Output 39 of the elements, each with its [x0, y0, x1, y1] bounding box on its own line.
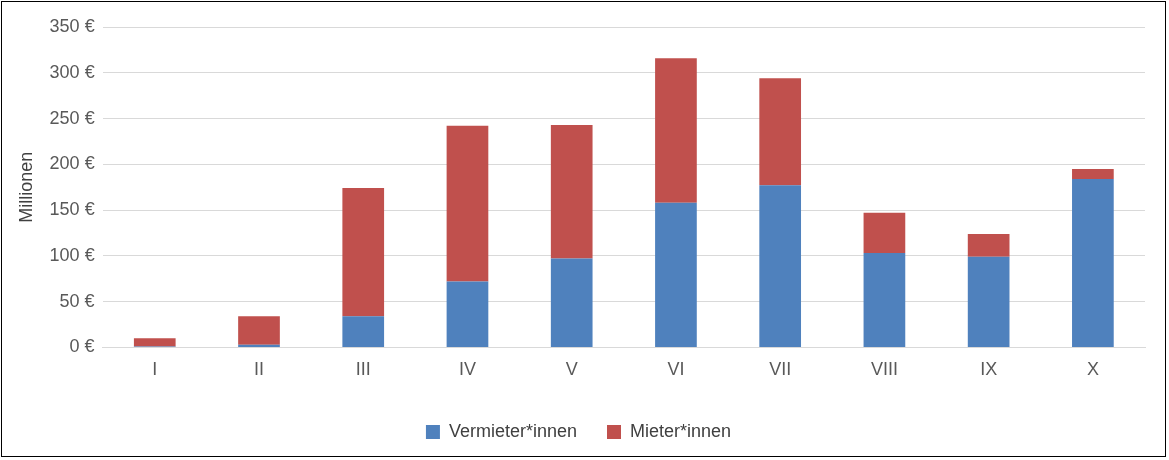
bar — [342, 316, 385, 347]
x-tick-label: II — [253, 359, 265, 380]
x-tick-label: IV — [458, 359, 476, 380]
y-tick-label: 100 € — [49, 244, 95, 265]
x-tick-label: VII — [769, 359, 792, 380]
bar — [238, 316, 280, 345]
legend-label: Mieter*innen — [630, 420, 732, 441]
x-tick-label: V — [565, 359, 578, 380]
bar — [863, 253, 906, 347]
bar — [759, 185, 802, 347]
x-tick-label: X — [1086, 359, 1099, 380]
x-tick-label: VI — [667, 359, 685, 380]
bar — [342, 188, 385, 317]
y-tick-label: 0 € — [69, 336, 95, 357]
y-tick-label: 150 € — [49, 199, 95, 220]
bar — [1072, 178, 1114, 347]
bar — [967, 256, 1010, 347]
y-axis-title: Millionen — [15, 151, 36, 223]
bar — [655, 58, 697, 203]
bar — [133, 338, 176, 347]
x-tick-label: VIII — [870, 359, 898, 380]
y-tick-label: 250 € — [49, 107, 95, 128]
bar — [446, 281, 489, 347]
bar — [655, 202, 697, 347]
y-tick-label: 300 € — [49, 61, 95, 82]
y-tick-label: 50 € — [59, 290, 95, 311]
legend-label: Vermieter*innen — [448, 420, 578, 441]
x-tick-label: I — [152, 359, 158, 380]
y-tick-label: 350 € — [49, 15, 95, 36]
bar — [863, 212, 906, 254]
bar — [550, 258, 593, 347]
bar — [1072, 168, 1114, 179]
x-tick-label: III — [355, 359, 371, 380]
bar — [759, 78, 802, 186]
bar — [967, 233, 1010, 257]
bar — [446, 125, 489, 282]
y-tick-label: 200 € — [49, 153, 95, 174]
bar — [550, 124, 593, 259]
x-tick-label: IX — [980, 359, 998, 380]
